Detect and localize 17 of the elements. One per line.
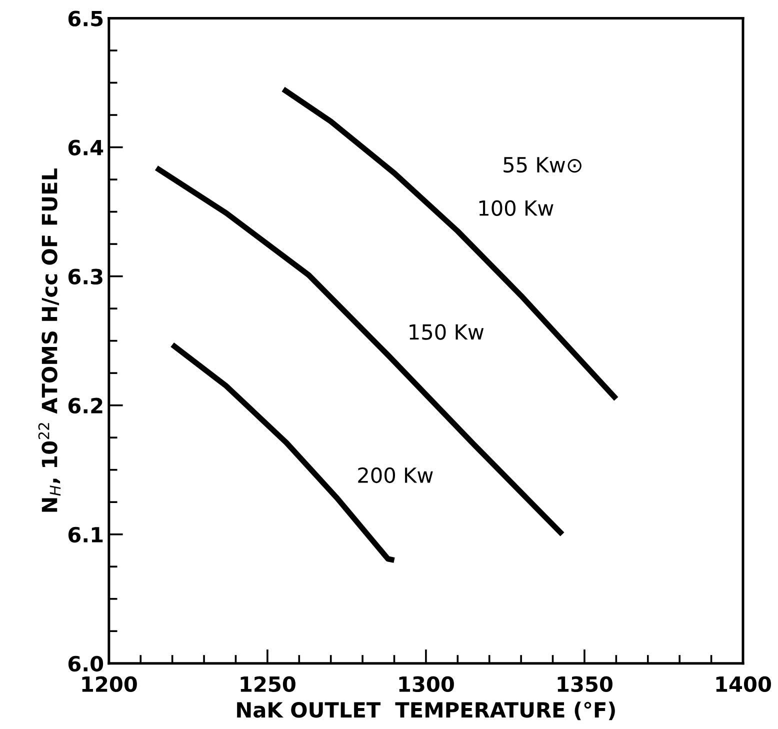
y-tick-label: 6.3 (68, 268, 102, 284)
y-tick-label: 6.4 (68, 140, 104, 156)
x-tick-label: 1350 (558, 676, 612, 692)
x-tick-label: 1300 (399, 676, 454, 692)
y-tick-label: 6.0 (68, 656, 104, 672)
y-tick-label: 6.5 (68, 10, 103, 26)
x-tick-label: 1400 (716, 676, 771, 692)
x-tick-label: 1200 (82, 676, 137, 692)
series-label: 200 Kw (358, 467, 433, 484)
annotation: 55 Kw⊙ (504, 157, 582, 173)
y-tick-label: 6.1 (68, 526, 103, 543)
series-label: 150 Kw (410, 324, 484, 340)
x-tick-label: 1250 (240, 676, 296, 692)
series-label: 100 Kw (479, 200, 554, 216)
x-axis-title: NaK OUTLET TEMPERATURE (°F) (237, 702, 615, 720)
y-axis-title: N$_{H}$, 10$^{22}$ ATOMS H/cc OF FUEL (38, 168, 61, 512)
y-tick-label: 6.2 (68, 398, 102, 414)
